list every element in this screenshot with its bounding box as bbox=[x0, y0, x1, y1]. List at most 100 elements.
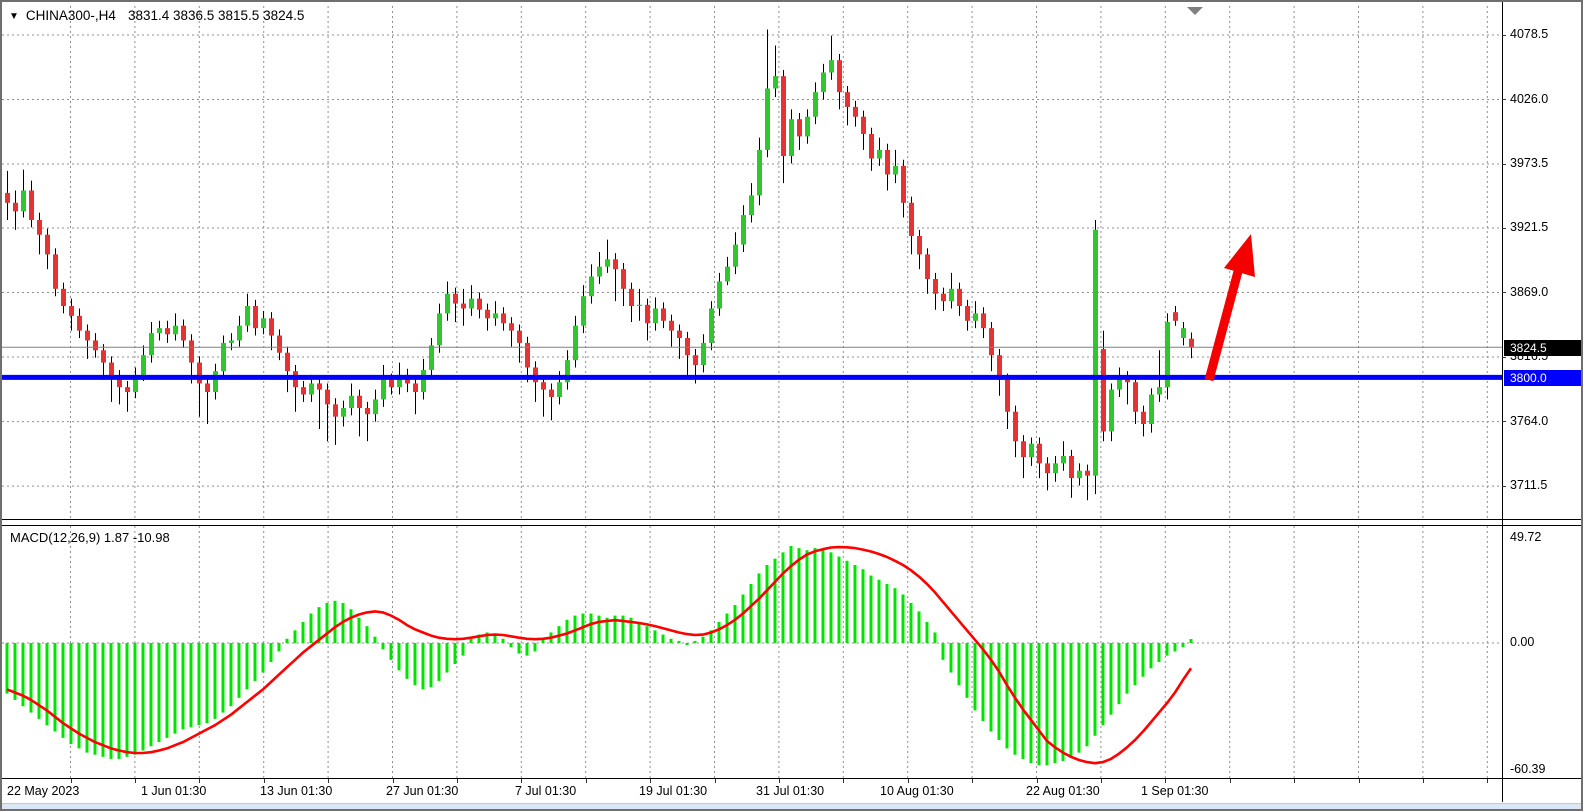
panel-separator-top[interactable] bbox=[2, 519, 1581, 520]
candle-body-up bbox=[773, 76, 778, 89]
trend-arrow[interactable] bbox=[1204, 234, 1255, 382]
bottom-scroll-strip[interactable] bbox=[2, 803, 1581, 809]
macd-bar bbox=[357, 617, 361, 643]
macd-bar bbox=[1085, 643, 1089, 747]
candle-body-down bbox=[917, 235, 922, 255]
macd-bar bbox=[805, 550, 809, 643]
time-axis-tick bbox=[134, 779, 136, 783]
macd-bar bbox=[293, 630, 297, 643]
candle-body-down bbox=[365, 408, 370, 415]
candle-body-up bbox=[789, 119, 794, 157]
candle-body-down bbox=[861, 116, 866, 134]
macd-bar bbox=[133, 643, 137, 755]
candle-body-down bbox=[837, 60, 842, 93]
macd-bar bbox=[1181, 643, 1185, 648]
time-axis-tick bbox=[263, 779, 265, 783]
candle-body-up bbox=[1109, 389, 1114, 432]
macd-bar bbox=[1101, 643, 1105, 726]
macd-bar bbox=[621, 615, 625, 643]
trend-arrow-head bbox=[1224, 234, 1255, 277]
candle-body-up bbox=[1165, 322, 1170, 388]
time-axis-tick bbox=[1422, 779, 1424, 783]
candle-body-up bbox=[1053, 463, 1058, 474]
macd-bar bbox=[869, 575, 873, 643]
macd-bar bbox=[493, 634, 497, 643]
candle-body-down bbox=[325, 389, 330, 405]
macd-bar bbox=[893, 588, 897, 643]
macd-bar bbox=[589, 613, 593, 643]
time-axis-tick bbox=[1358, 779, 1360, 783]
candle-body-down bbox=[693, 355, 698, 366]
time-axis-label: 27 Jun 01:30 bbox=[386, 784, 459, 798]
macd-bar bbox=[717, 621, 721, 643]
candle-body-up bbox=[229, 340, 234, 343]
candle-body-down bbox=[253, 306, 258, 329]
candle-body-down bbox=[85, 330, 90, 341]
candle-body-down bbox=[989, 328, 994, 356]
last-price-tag: 3824.5 bbox=[1504, 340, 1581, 356]
macd-bar bbox=[997, 643, 1001, 740]
macd-bar bbox=[389, 643, 393, 660]
macd-bar bbox=[61, 643, 65, 738]
macd-bar bbox=[461, 643, 465, 656]
candle-body-up bbox=[373, 399, 378, 415]
candle-body-down bbox=[509, 323, 514, 331]
candle-body-up bbox=[1061, 455, 1066, 464]
symbol-period-label: CHINA300-,H4 bbox=[25, 8, 116, 23]
macd-axis-label: -60.39 bbox=[1510, 762, 1546, 777]
candle-body-up bbox=[893, 165, 898, 175]
candle-body-down bbox=[685, 337, 690, 356]
macd-bar bbox=[45, 643, 49, 726]
price-axis-label: 3869.0 bbox=[1510, 284, 1549, 299]
price-axis-tick bbox=[1502, 34, 1506, 36]
candle-body-up bbox=[1029, 443, 1034, 458]
candle-body-up bbox=[765, 88, 770, 150]
time-axis-label: 22 Aug 01:30 bbox=[1026, 784, 1100, 798]
time-axis-label: 13 Jun 01:30 bbox=[260, 784, 333, 798]
candle-body-up bbox=[309, 383, 314, 395]
macd-bar bbox=[1149, 643, 1153, 669]
candle-body-down bbox=[901, 165, 906, 203]
candle-body-down bbox=[117, 377, 122, 388]
candlesticks bbox=[5, 29, 1194, 501]
candle-body-down bbox=[869, 133, 874, 159]
candle-body-up bbox=[445, 293, 450, 314]
macd-bar bbox=[117, 643, 121, 759]
candle-body-up bbox=[141, 355, 146, 375]
macd-bar bbox=[429, 643, 433, 688]
candle-body-down bbox=[1069, 455, 1074, 479]
chart-shift-marker-icon[interactable] bbox=[1187, 7, 1203, 15]
candle-body-up bbox=[469, 298, 474, 309]
candle-body-down bbox=[1133, 382, 1138, 412]
macd-bar bbox=[1005, 643, 1009, 749]
candle-body-up bbox=[877, 149, 882, 159]
macd-bar bbox=[413, 643, 417, 686]
dropdown-arrow-icon[interactable]: ▼ bbox=[9, 11, 19, 22]
candle-body-down bbox=[109, 362, 114, 378]
macd-bar bbox=[53, 643, 57, 732]
macd-bar bbox=[373, 636, 377, 643]
macd-indicator-canvas[interactable] bbox=[2, 526, 1504, 778]
macd-bar bbox=[669, 638, 673, 643]
macd-bar bbox=[709, 630, 713, 643]
macd-bar bbox=[237, 643, 241, 698]
time-axis-tick bbox=[1294, 779, 1296, 783]
macd-bar bbox=[613, 615, 617, 643]
price-axis-tick bbox=[1502, 485, 1506, 487]
macd-bar bbox=[1189, 639, 1193, 643]
candle-body-up bbox=[21, 190, 26, 212]
candle-body-down bbox=[925, 254, 930, 279]
macd-bar bbox=[101, 643, 105, 757]
candle-body-down bbox=[277, 335, 282, 353]
candle-body-up bbox=[173, 325, 178, 335]
macd-indicator-label: MACD(12,26,9) 1.87 -10.98 bbox=[10, 530, 170, 545]
macd-bar bbox=[725, 613, 729, 643]
time-axis-tick bbox=[1100, 779, 1102, 783]
candle-body-up bbox=[653, 308, 658, 324]
macd-bar bbox=[837, 556, 841, 643]
price-axis-label: 4026.0 bbox=[1510, 91, 1549, 106]
price-chart-canvas[interactable] bbox=[2, 2, 1504, 520]
support-price-tag[interactable]: 3800.0 bbox=[1504, 370, 1581, 386]
macd-bar bbox=[21, 643, 25, 707]
macd-bar bbox=[733, 605, 737, 643]
